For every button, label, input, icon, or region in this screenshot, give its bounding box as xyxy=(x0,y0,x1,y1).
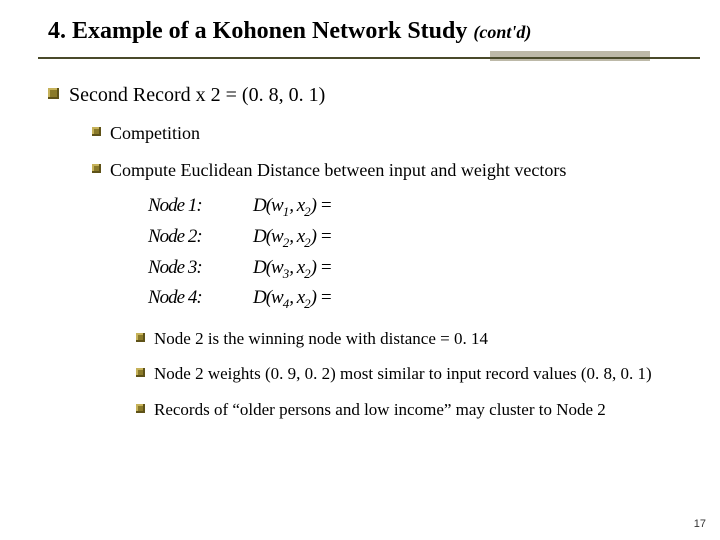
list-item: Competition xyxy=(92,122,690,145)
math-expr: D(w1, x2) = xyxy=(253,195,332,220)
math-expr: D(w3, x2) = xyxy=(253,257,332,282)
math-expr: D(w2, x2) = xyxy=(253,226,332,251)
bullet-icon xyxy=(92,127,101,136)
level1-text: Second Record x 2 = (0. 8, 0. 1) xyxy=(69,83,325,108)
level2-text: Compute Euclidean Distance between input… xyxy=(110,159,566,182)
bullet-icon xyxy=(136,368,145,377)
slide-title-suffix: (cont'd) xyxy=(473,22,531,42)
math-label: Node 3: xyxy=(148,257,253,279)
bullet-icon xyxy=(136,333,145,342)
level3-text: Records of “older persons and low income… xyxy=(154,399,606,420)
page-number: 17 xyxy=(694,518,706,530)
math-block: Node 1: D(w1, x2) = Node 2: D(w2, x2) = … xyxy=(148,195,690,312)
bullet-icon xyxy=(48,88,59,99)
math-label: Node 1: xyxy=(148,195,253,217)
math-row: Node 1: D(w1, x2) = xyxy=(148,195,690,220)
rule-shadow xyxy=(490,51,650,61)
math-row: Node 4: D(w4, x2) = xyxy=(148,287,690,312)
slide-content: 4. Example of a Kohonen Network Study (c… xyxy=(0,0,720,430)
list-item: Second Record x 2 = (0. 8, 0. 1) xyxy=(48,83,690,108)
math-label: Node 2: xyxy=(148,226,253,248)
math-row: Node 2: D(w2, x2) = xyxy=(148,226,690,251)
math-row: Node 3: D(w3, x2) = xyxy=(148,257,690,282)
title-rule xyxy=(48,51,690,65)
level3-text: Node 2 weights (0. 9, 0. 2) most similar… xyxy=(154,363,652,384)
slide-title: 4. Example of a Kohonen Network Study xyxy=(48,18,473,44)
rule-line xyxy=(38,57,700,59)
list-item: Node 2 is the winning node with distance… xyxy=(136,328,690,349)
list-item: Compute Euclidean Distance between input… xyxy=(92,159,690,182)
level2-text: Competition xyxy=(110,122,200,145)
math-label: Node 4: xyxy=(148,287,253,309)
bullet-icon xyxy=(136,404,145,413)
list-item: Records of “older persons and low income… xyxy=(136,399,690,420)
list-item: Node 2 weights (0. 9, 0. 2) most similar… xyxy=(136,363,690,384)
bullet-icon xyxy=(92,164,101,173)
level3-text: Node 2 is the winning node with distance… xyxy=(154,328,488,349)
title-block: 4. Example of a Kohonen Network Study (c… xyxy=(48,18,690,45)
math-expr: D(w4, x2) = xyxy=(253,287,332,312)
